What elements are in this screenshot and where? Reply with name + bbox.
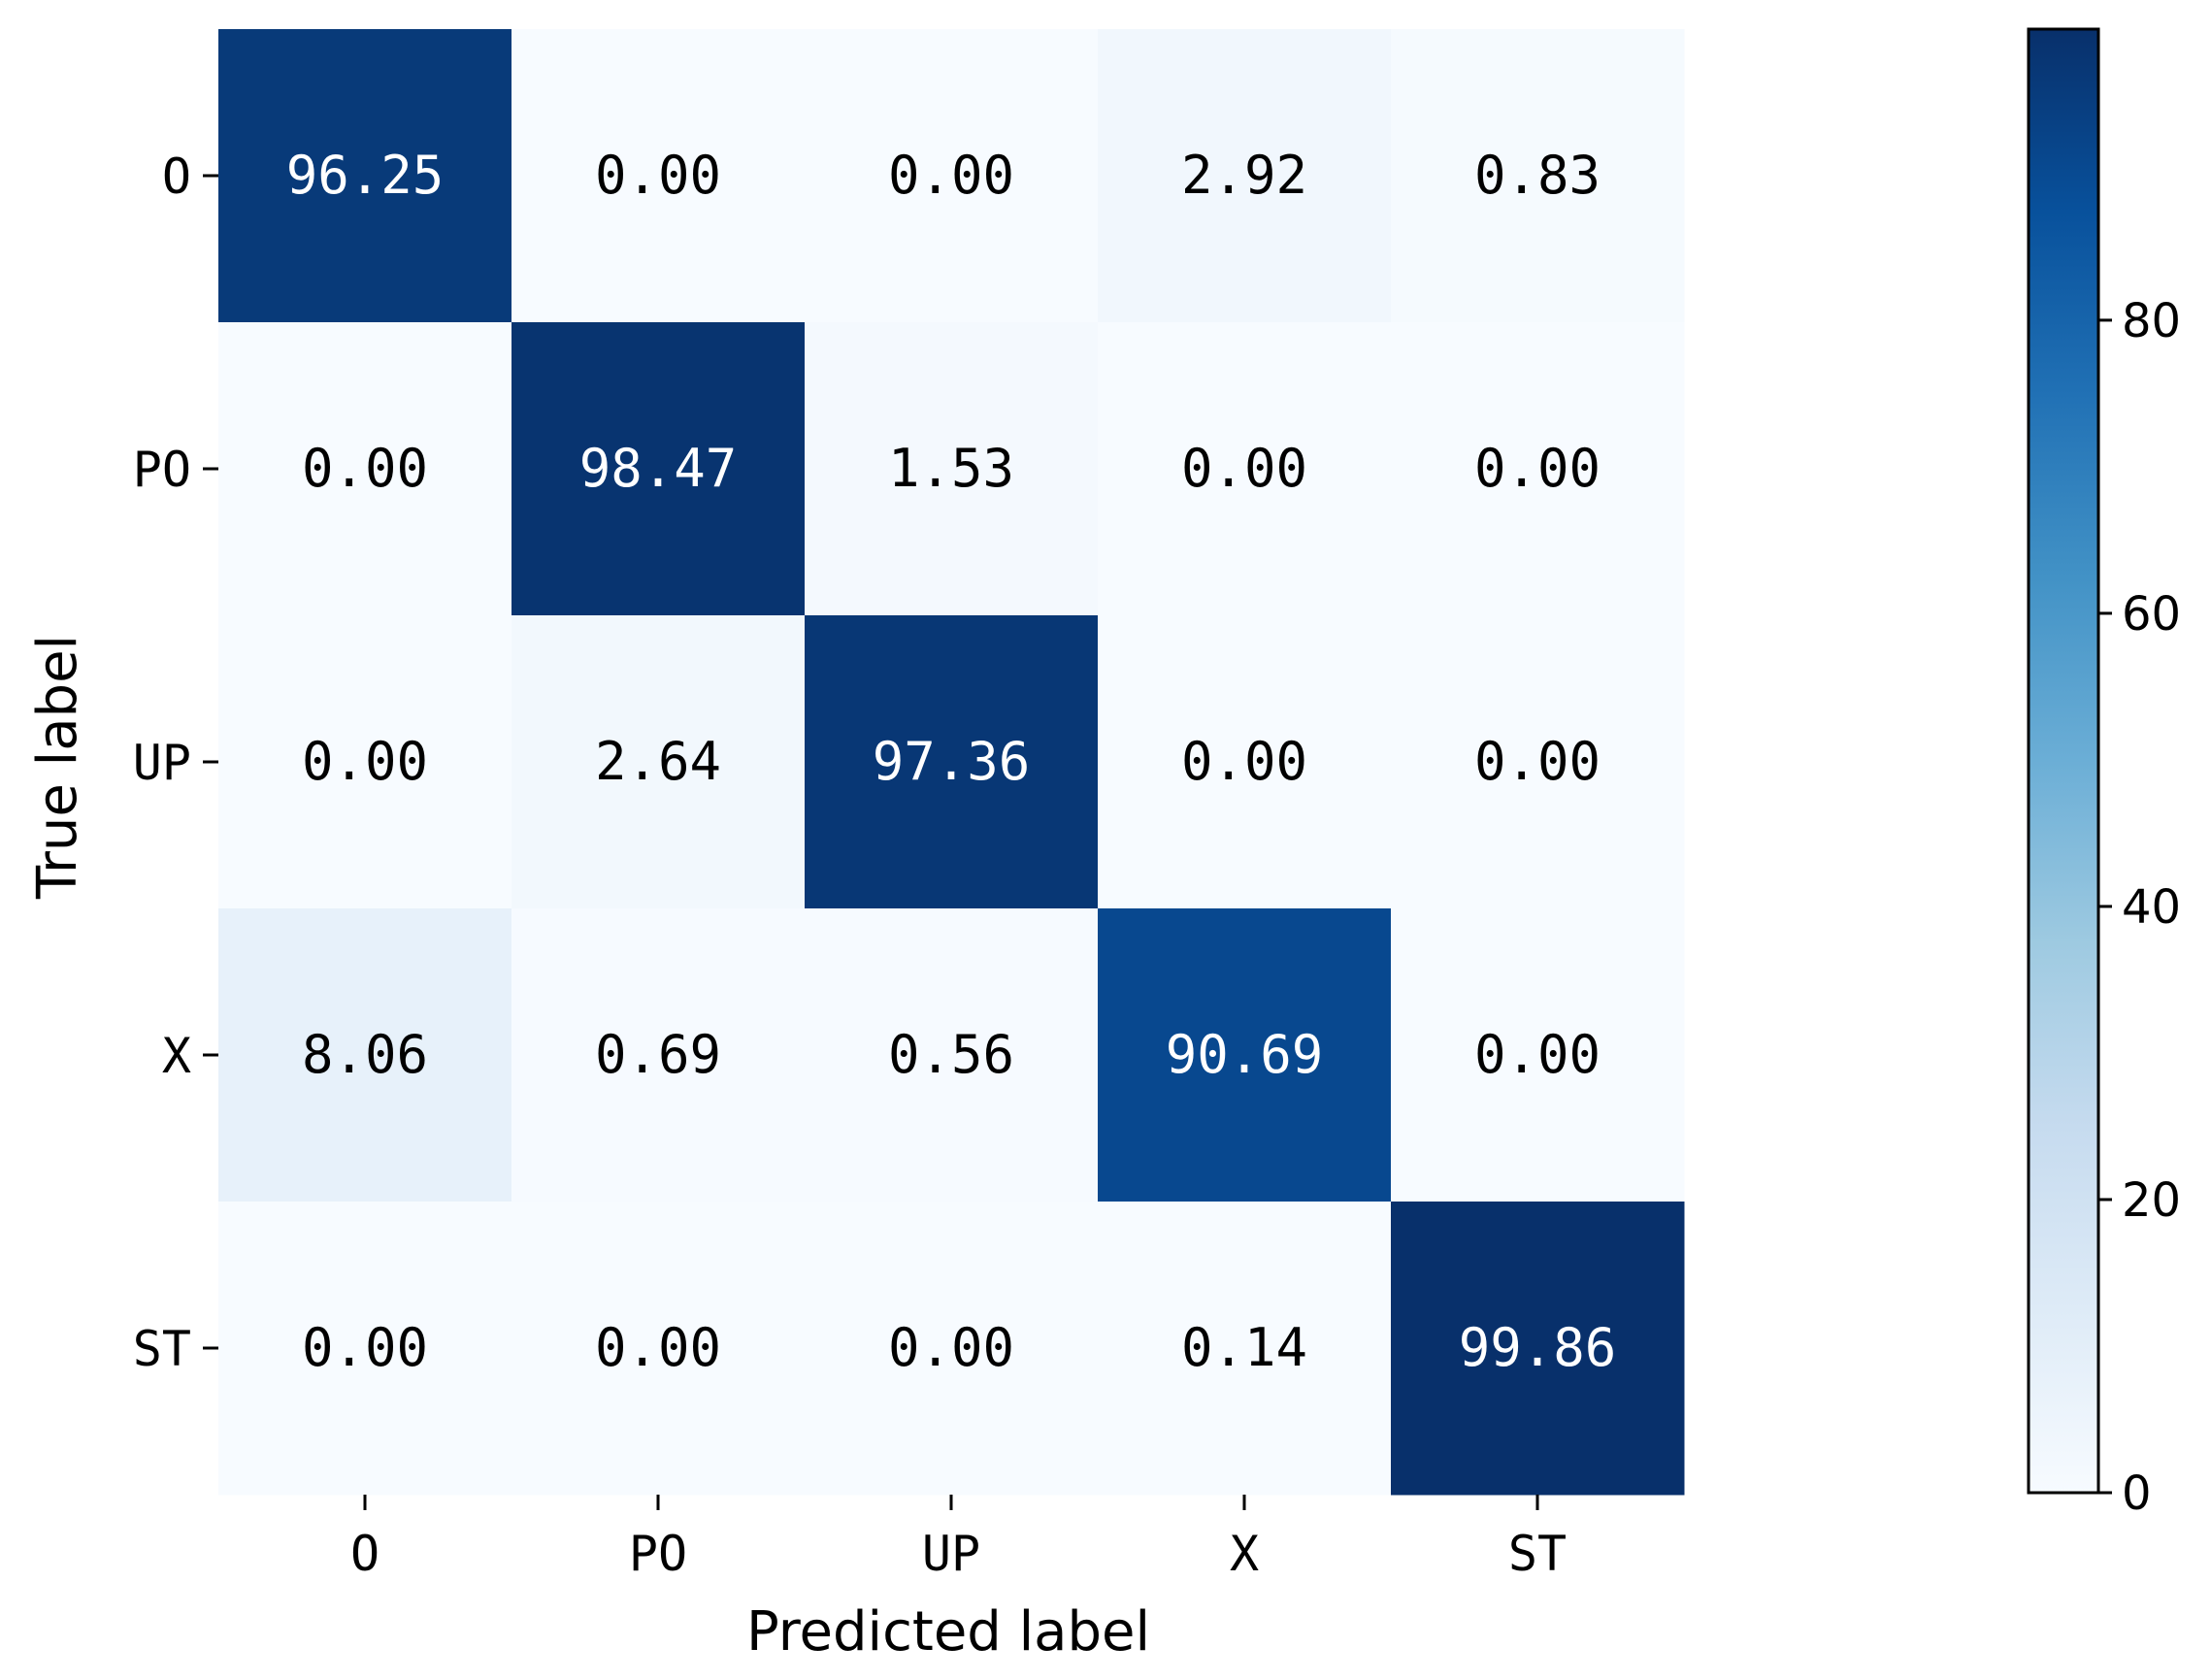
cell-value-label: 0.69 [595, 1024, 721, 1085]
y-tick-label: PO [133, 442, 191, 498]
heatmap-cell [218, 322, 512, 616]
cell-value-label: 0.00 [1474, 1024, 1600, 1085]
x-tick-label: ST [1508, 1526, 1567, 1582]
cell-value-label: 8.06 [302, 1024, 428, 1085]
y-tick-label: O [162, 148, 191, 205]
x-tick-label: O [350, 1526, 380, 1582]
colorbar-tick-label: 20 [2122, 1173, 2181, 1228]
cell-value-label: 1.53 [888, 438, 1014, 499]
cell-value-label: 0.00 [1474, 438, 1600, 499]
heatmap-cell [1098, 1202, 1392, 1496]
heatmap-cell [512, 615, 806, 909]
heatmap-cell [805, 1202, 1099, 1496]
colorbar-tick-label: 40 [2122, 880, 2181, 935]
heatmap-cell [1391, 1202, 1685, 1496]
x-tick-label: PO [629, 1526, 687, 1582]
heatmap-cell [218, 615, 512, 909]
cell-value-label: 96.25 [286, 145, 445, 206]
cell-value-label: 0.00 [1181, 731, 1307, 792]
y-axis-title: True label [26, 635, 89, 900]
heatmap-cell [805, 908, 1099, 1202]
heatmap-cell [218, 1202, 512, 1496]
heatmap-cells [218, 29, 1685, 1496]
heatmap-cell [805, 322, 1099, 616]
cell-value-label: 99.86 [1459, 1317, 1617, 1378]
cell-value-label: 0.14 [1181, 1317, 1307, 1378]
cell-value-label: 0.00 [1474, 731, 1600, 792]
y-tick-label: UP [133, 735, 191, 791]
heatmap-cell [805, 615, 1099, 909]
heatmap-cell [1391, 615, 1685, 909]
x-tick-label: UP [922, 1526, 980, 1582]
heatmap-cell [1098, 908, 1392, 1202]
cell-value-label: 0.00 [595, 1317, 721, 1378]
y-tick-label: X [162, 1028, 191, 1084]
cell-value-label: 98.47 [579, 438, 738, 499]
heatmap-cell [1391, 29, 1685, 323]
heatmap-cell [1098, 322, 1392, 616]
cell-value-label: 0.56 [888, 1024, 1014, 1085]
colorbar-tick-label: 80 [2122, 294, 2181, 348]
heatmap-cell [512, 29, 806, 323]
cell-value-label: 90.69 [1166, 1024, 1324, 1085]
cell-value-label: 0.00 [595, 145, 721, 206]
heatmap-cell [218, 908, 512, 1202]
x-axis-title: Predicted label [746, 1600, 1150, 1664]
heatmap-cell [1391, 322, 1685, 616]
heatmap-cell [512, 322, 806, 616]
colorbar: 0 20 40 60 80 [2027, 27, 2181, 1521]
cell-value-label: 2.92 [1181, 145, 1307, 206]
colorbar-tick-label: 60 [2122, 587, 2181, 642]
cell-value-label: 0.00 [302, 731, 428, 792]
y-axis-ticks: O PO UP X ST [133, 148, 218, 1377]
heatmap-cell [805, 29, 1099, 323]
x-axis-ticks: O PO UP X ST [350, 1495, 1567, 1582]
cell-value-label: 0.00 [302, 438, 428, 499]
heatmap-cell [218, 29, 512, 323]
colorbar-tick-label: 0 [2122, 1466, 2152, 1521]
heatmap-cell [1098, 615, 1392, 909]
cell-value-label: 97.36 [873, 731, 1031, 792]
colorbar-ticks: 0 20 40 60 80 [2098, 294, 2181, 1521]
cell-value-label: 0.00 [302, 1317, 428, 1378]
colorbar-gradient [2027, 27, 2100, 1495]
y-tick-label: ST [133, 1321, 191, 1377]
cell-value-label: 2.64 [595, 731, 721, 792]
heatmap-cell [512, 908, 806, 1202]
heatmap-cell [1098, 29, 1392, 323]
cell-value-label: 0.00 [888, 145, 1014, 206]
x-tick-label: X [1230, 1526, 1259, 1582]
cell-value-label: 0.00 [1181, 438, 1307, 499]
heatmap-cell-labels: 96.25 0.00 0.00 2.92 0.83 0.00 98.47 1.53 0.00 0.… [286, 145, 1617, 1378]
heatmap-cell [1391, 908, 1685, 1202]
cell-value-label: 0.00 [888, 1317, 1014, 1378]
cell-value-label: 0.83 [1474, 145, 1600, 206]
heatmap-cell [512, 1202, 806, 1496]
